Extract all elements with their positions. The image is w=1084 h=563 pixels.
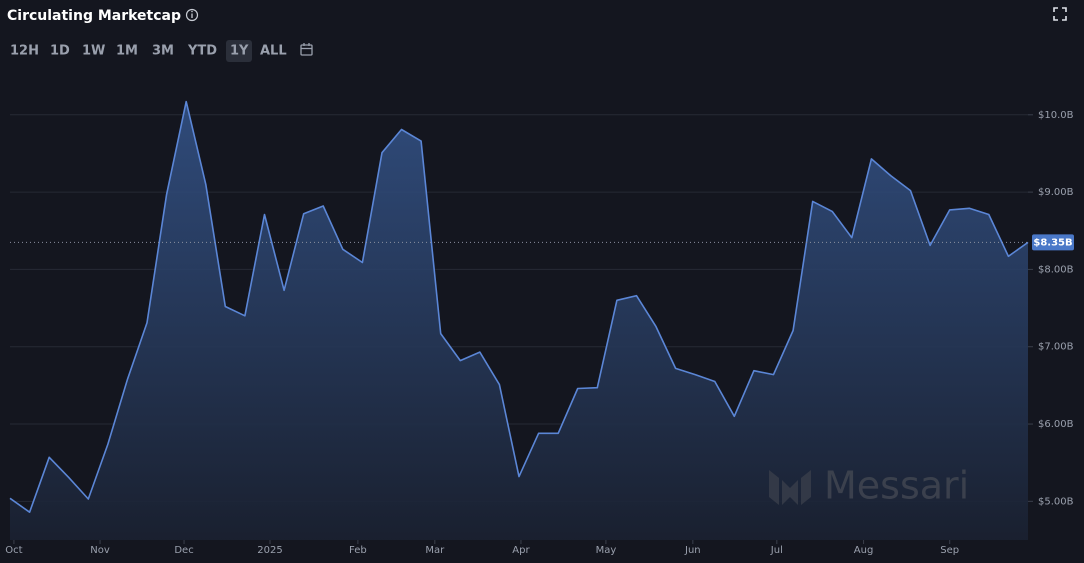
range-button[interactable]: 1Y (230, 44, 249, 59)
info-icon[interactable] (185, 8, 199, 22)
x-tick-label: Jun (684, 545, 701, 556)
range-button[interactable]: YTD (187, 44, 217, 59)
x-tick-label: Dec (174, 545, 193, 556)
range-button[interactable]: 3M (152, 44, 174, 59)
range-button[interactable]: 1D (50, 44, 70, 59)
line (9, 100, 1029, 513)
current-value-label: $8.35B (1033, 237, 1072, 248)
chart-title: Circulating Marketcap (7, 8, 181, 24)
x-tick-label: Sep (940, 545, 959, 556)
watermark: Messari (824, 464, 969, 508)
x-tick-label: Aug (854, 545, 874, 556)
range-button[interactable]: ALL (260, 44, 287, 59)
y-tick-label: $7.00B (1038, 342, 1074, 353)
y-tick-label: $10.0B (1038, 110, 1074, 121)
x-tick-label: Apr (512, 545, 530, 556)
y-tick-label: $5.00B (1038, 496, 1074, 507)
calendar-icon[interactable] (300, 43, 313, 56)
watermark-logo (769, 470, 811, 505)
x-tick-label: Oct (5, 545, 22, 556)
current-value-badge (1032, 234, 1074, 251)
x-tick-label: Mar (425, 545, 445, 556)
x-tick-label: Nov (90, 545, 110, 556)
range-button[interactable]: 1W (82, 44, 105, 59)
range-button[interactable]: 12H (10, 44, 39, 59)
expand-icon[interactable] (1053, 7, 1067, 21)
y-tick-label: $9.00B (1038, 187, 1074, 198)
range-button[interactable]: 1M (116, 44, 138, 59)
x-tick-label: Jul (770, 545, 783, 556)
y-tick-label: $6.00B (1038, 419, 1074, 430)
x-tick-label: 2025 (257, 545, 282, 556)
x-tick-label: Feb (349, 545, 367, 556)
x-tick-label: May (596, 545, 617, 556)
y-tick-label: $8.00B (1038, 264, 1074, 275)
area-fill (10, 101, 1028, 540)
selected-range-bg (226, 40, 252, 62)
